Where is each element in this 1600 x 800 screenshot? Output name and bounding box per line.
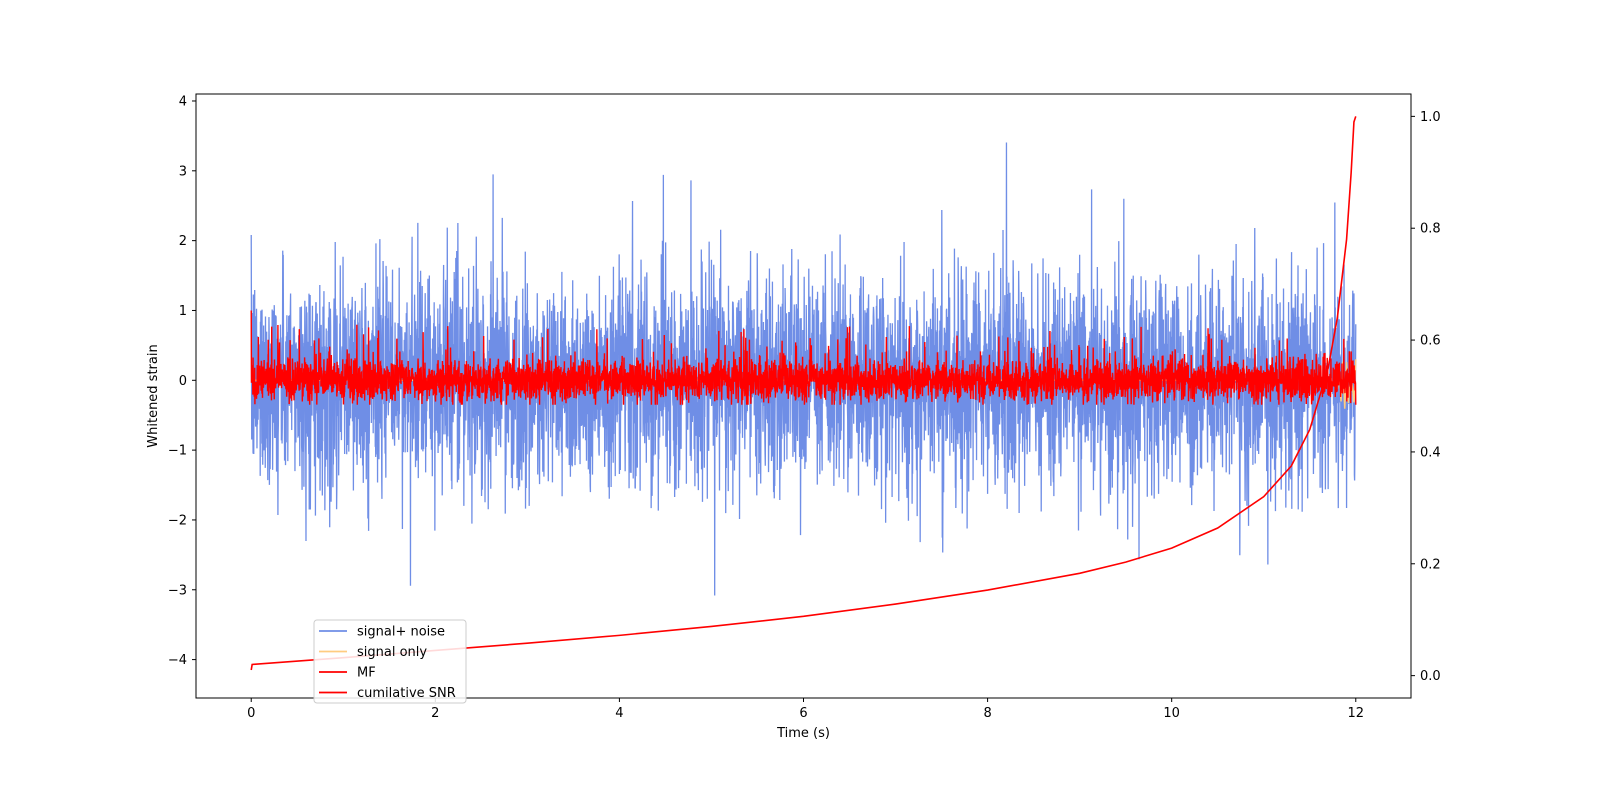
legend-label: MF: [357, 666, 376, 681]
x-tick-label: 2: [431, 706, 439, 721]
x-tick-label: 12: [1347, 706, 1364, 721]
y-axis-ticks: −4 −3 −2 −1 0 1 2 3 4: [168, 94, 196, 668]
x-tick-label: 4: [615, 706, 623, 721]
y2-tick-label: 0.8: [1420, 222, 1441, 237]
y2-axis-ticks: 0.0 0.2 0.4 0.6 0.8 1.0: [1411, 110, 1441, 684]
series-cumulative-snr-line: [250, 116, 1357, 671]
legend-label: signal only: [357, 645, 427, 660]
legend-label: signal+ noise: [357, 625, 445, 640]
y2-tick-label: 0.2: [1420, 557, 1441, 572]
plot-area: [250, 116, 1357, 671]
x-tick-label: 0: [247, 706, 255, 721]
y-tick-label: −4: [168, 653, 187, 668]
x-axis-ticks: 0 2 4 6 8 10 12: [247, 698, 1364, 721]
x-tick-label: 10: [1163, 706, 1180, 721]
y-tick-label: 0: [179, 374, 187, 389]
legend-label: cumilative SNR: [357, 686, 456, 701]
y2-tick-label: 0.0: [1420, 669, 1441, 684]
y-tick-label: 1: [179, 304, 187, 319]
legend: signal+ noise signal only MF cumilative SNR: [313, 619, 467, 704]
x-axis-label: Time (s): [776, 726, 830, 741]
y-tick-label: −3: [168, 583, 187, 598]
y-tick-label: 2: [179, 234, 187, 249]
y-tick-label: −2: [168, 513, 187, 528]
x-tick-label: 8: [983, 706, 991, 721]
y-axis-label: Whitened strain: [146, 344, 161, 447]
y2-tick-label: 0.6: [1420, 334, 1441, 349]
y-tick-label: −1: [168, 444, 187, 459]
y2-tick-label: 1.0: [1420, 110, 1441, 125]
series-mf-line: [250, 310, 1357, 405]
legend-box: [313, 619, 467, 704]
y2-tick-label: 0.4: [1420, 445, 1441, 460]
x-tick-label: 6: [799, 706, 807, 721]
y-tick-label: 4: [179, 94, 187, 109]
y-tick-label: 3: [179, 164, 187, 179]
